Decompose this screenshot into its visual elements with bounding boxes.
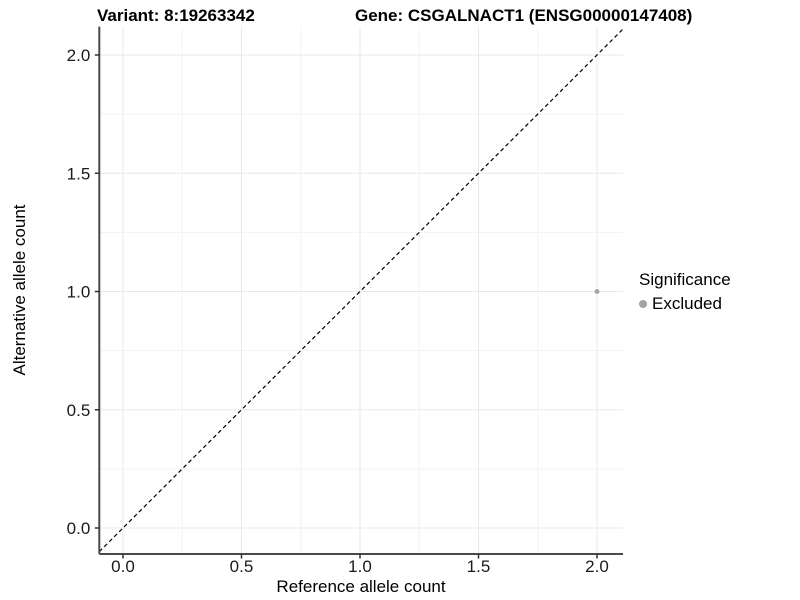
y-tick-label: 2.0 — [67, 46, 91, 65]
y-tick-label: 0.0 — [67, 519, 91, 538]
legend-item-label: Excluded — [652, 294, 722, 313]
x-tick-label: 1.5 — [467, 557, 491, 576]
legend-title: Significance — [639, 270, 731, 289]
variant-title: Variant: 8:19263342 — [97, 6, 255, 25]
x-tick-label: 0.0 — [111, 557, 135, 576]
y-tick-label: 0.5 — [67, 401, 91, 420]
excluded-point-icon — [639, 300, 647, 308]
data-point — [594, 289, 600, 294]
y-tick-label: 1.0 — [67, 283, 91, 302]
x-tick-label: 1.0 — [348, 557, 372, 576]
y-tick-label: 1.5 — [67, 164, 91, 183]
y-axis-title: Alternative allele count — [10, 204, 29, 376]
legend-item-excluded: Excluded — [639, 294, 731, 314]
x-axis-title: Reference allele count — [276, 577, 446, 596]
legend: Significance Excluded — [639, 270, 731, 314]
x-tick-label: 0.5 — [230, 557, 254, 576]
identity-reference-line — [98, 28, 624, 553]
x-tick-label: 2.0 — [585, 557, 609, 576]
gene-title: Gene: CSGALNACT1 (ENSG00000147408) — [355, 6, 693, 25]
